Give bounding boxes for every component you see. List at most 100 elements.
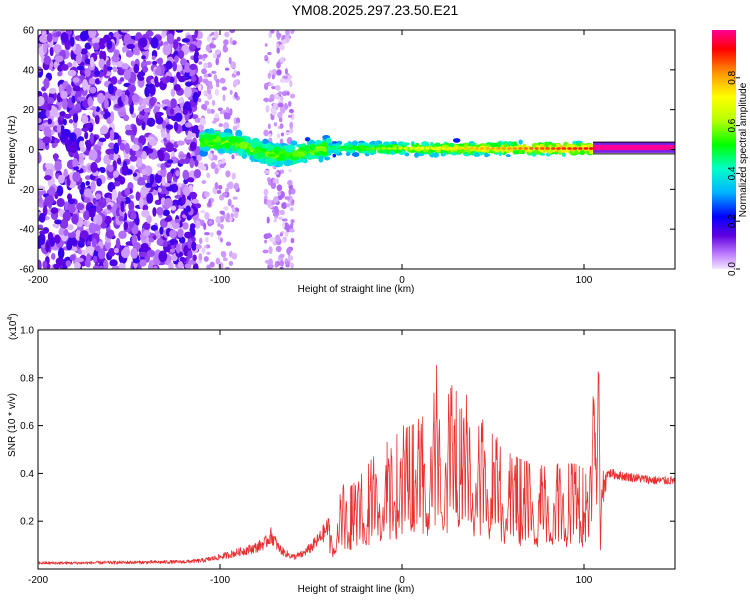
noise-blob (154, 172, 163, 184)
noise-blob (236, 122, 240, 129)
noise-blob (64, 137, 70, 146)
noise-blob (276, 184, 283, 192)
ridge-core (583, 147, 589, 150)
noise-blob (278, 117, 283, 123)
noise-blob (165, 124, 174, 130)
noise-blob (161, 120, 167, 129)
noise-blob (97, 38, 107, 50)
noise-blob (68, 236, 77, 246)
noise-blob (234, 91, 238, 99)
noise-blob (196, 154, 203, 162)
noise-blob (63, 168, 68, 178)
ridge-core (567, 147, 572, 150)
noise-blob (203, 163, 208, 168)
noise-blob (139, 259, 147, 267)
noise-blob (214, 88, 219, 96)
noise-blob (113, 170, 120, 177)
noise-blob (145, 147, 154, 154)
noise-blob (275, 245, 282, 253)
noise-blob (262, 249, 269, 254)
snr-frame (37, 329, 676, 570)
noise-blob (48, 87, 57, 94)
noise-blob (276, 133, 281, 139)
ridge-blob (452, 138, 461, 143)
ridge-core (539, 147, 545, 150)
ridge-blob (383, 141, 390, 146)
ridge-blob (370, 140, 376, 144)
noise-blob (147, 263, 153, 269)
noise-blob (201, 68, 207, 75)
noise-blob (289, 207, 294, 212)
noise-blob (229, 89, 233, 95)
noise-blob (288, 169, 292, 173)
x-tick-label: 0 (399, 575, 405, 586)
ridge-blob (505, 154, 511, 157)
noise-blob (289, 30, 295, 34)
noise-blob (194, 219, 201, 229)
noise-blob (170, 205, 177, 211)
noise-blob (267, 179, 272, 186)
noise-blob (143, 221, 151, 230)
ridge-blob (332, 153, 337, 158)
noise-blob (279, 266, 284, 269)
noise-blob (152, 60, 158, 65)
noise-blob (101, 197, 107, 203)
noise-blob (213, 116, 220, 122)
noise-blob (85, 139, 92, 151)
noise-blob (290, 222, 294, 227)
noise-blob (59, 111, 66, 117)
noise-blob (57, 247, 65, 260)
noise-blob (203, 62, 209, 69)
noise-blob (289, 80, 293, 88)
ridge-blob (476, 148, 482, 153)
noise-blob (124, 187, 131, 196)
noise-blob (45, 194, 55, 205)
noise-blob (184, 122, 193, 128)
noise-blob (210, 162, 216, 170)
noise-blob (153, 265, 158, 269)
noise-blob (221, 158, 226, 164)
noise-blob (228, 260, 234, 266)
ridge-core (376, 147, 381, 150)
noise-blob (289, 121, 294, 129)
noise-blob (213, 74, 218, 81)
noise-blob (206, 172, 211, 179)
noise-blob (38, 195, 43, 204)
noise-blob (214, 167, 219, 175)
noise-blob (67, 198, 75, 205)
ridge-blob (238, 141, 247, 149)
ridge-blob (256, 152, 266, 157)
noise-blob (141, 55, 146, 60)
ridge-core (365, 147, 370, 150)
noise-blob (146, 214, 152, 224)
noise-blob (73, 166, 79, 171)
ridge-core (556, 147, 561, 150)
noise-blob (88, 222, 97, 234)
noise-blob (219, 163, 225, 168)
noise-blob (172, 39, 179, 50)
noise-blob (279, 169, 285, 174)
noise-blob (278, 91, 283, 95)
y-tick-label: -60 (20, 265, 35, 276)
noise-blob (72, 171, 81, 183)
noise-blob (75, 103, 80, 112)
noise-blob (224, 67, 230, 71)
noise-blob (91, 37, 100, 45)
colorbar-tick-label: 0.0 (727, 262, 738, 276)
noise-blob (90, 161, 98, 173)
ridge-blob (457, 148, 464, 154)
noise-blob (235, 117, 241, 125)
noise-blob (227, 198, 232, 207)
y-tick-label: -40 (20, 225, 35, 236)
noise-blob (87, 96, 93, 107)
ridge-blob (402, 142, 410, 146)
noise-blob (141, 209, 150, 218)
noise-blob (48, 236, 56, 247)
ridge-core (387, 147, 392, 150)
noise-blob (140, 242, 149, 253)
noise-blob (57, 71, 63, 77)
noise-blob (231, 154, 235, 160)
colorbar-label: Normalized spectral amplitude (738, 82, 749, 217)
noise-blob (264, 54, 268, 60)
noise-blob (166, 33, 175, 45)
